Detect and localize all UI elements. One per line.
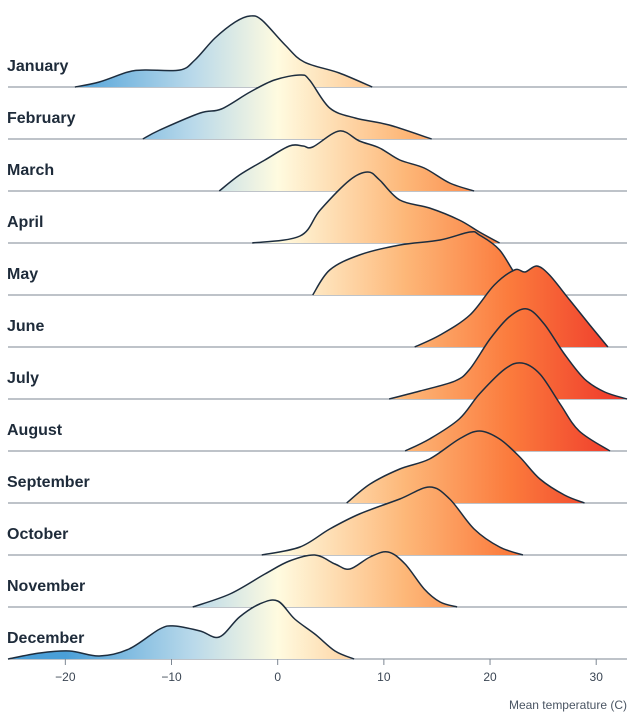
density-area [312,231,544,295]
density-line [252,171,500,244]
density-area [74,15,373,87]
ridge-september [8,430,627,504]
density-area [192,551,458,607]
density-area [346,431,585,503]
month-label: June [7,318,44,335]
density-line [142,74,432,140]
density-line [346,430,585,504]
month-label: November [7,578,85,595]
density-line [261,486,524,556]
ridge-february [8,74,627,140]
x-axis: −20 −10 0 10 20 30 [55,659,603,684]
density-area [142,74,432,139]
month-label: December [7,630,84,647]
month-label: May [7,266,38,283]
density-area [414,265,608,347]
month-label: January [7,58,68,75]
density-area [389,308,627,399]
ridge-november [8,551,627,608]
density-area [252,172,500,243]
density-area [405,362,610,451]
ridge-april [8,171,627,244]
month-label: September [7,474,90,491]
month-label: August [7,422,63,439]
density-line [74,15,373,88]
x-tick-label: −10 [161,670,182,684]
density-line [218,130,475,192]
density-line [388,308,628,400]
month-label: March [7,162,54,179]
x-tick-label: 30 [590,670,604,684]
density-area [8,600,355,659]
month-labels: January February March April May June July Augu… [7,58,90,647]
x-tick-label: 20 [483,670,497,684]
x-tick-label: −20 [55,670,76,684]
density-line [312,230,544,296]
ridge-december [7,599,627,660]
ridge-august [8,362,627,452]
density-area [219,130,475,191]
ridge-january [8,15,627,88]
ridges [7,15,628,660]
density-line [192,551,458,608]
ridge-march [8,130,627,192]
month-label: October [7,526,68,543]
x-tick-label: 0 [274,670,281,684]
density-line [414,265,609,348]
month-label: February [7,110,76,127]
month-label: April [7,214,43,231]
density-line [404,362,611,452]
x-tick-label: 10 [377,670,391,684]
density-area [261,487,523,555]
x-axis-title: Mean temperature (C) [509,698,627,712]
month-label: July [7,370,39,387]
density-line [7,599,355,660]
